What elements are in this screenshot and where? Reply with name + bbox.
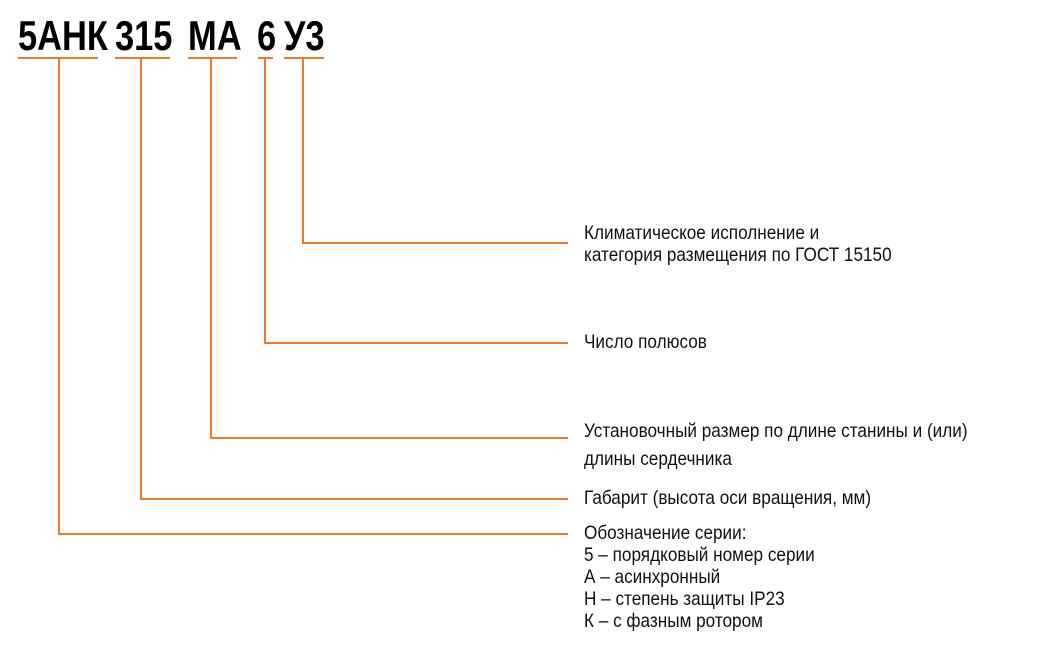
label-line: Габарит (высота оси вращения, мм) bbox=[584, 487, 872, 509]
label-line: Число полюсов bbox=[584, 331, 707, 353]
leader-climate bbox=[302, 58, 568, 244]
leader-series bbox=[58, 58, 568, 535]
label-line: Обозначение серии: bbox=[584, 522, 747, 544]
code-part-frame: 315 bbox=[115, 12, 173, 59]
label-line: длины сердечника bbox=[584, 448, 732, 470]
leader-poles bbox=[264, 58, 568, 344]
label-climate: Климатическое исполнение и категория раз… bbox=[584, 222, 892, 266]
code-part-mounting: МА bbox=[188, 12, 242, 59]
leader-frame bbox=[140, 58, 568, 500]
label-line: Климатическое исполнение и bbox=[584, 222, 820, 244]
code-part-poles: 6 bbox=[257, 12, 277, 59]
label-line: Н – степень защиты IP23 bbox=[584, 588, 785, 610]
leader-mounting bbox=[210, 58, 568, 439]
label-line: Установочный размер по длине станины и (… bbox=[584, 420, 968, 442]
code-part-climate: У3 bbox=[284, 12, 325, 59]
label-series: Обозначение серии: 5 – порядковый номер … bbox=[584, 522, 815, 632]
label-line: К – с фазным ротором bbox=[584, 610, 763, 632]
label-line: А – асинхронный bbox=[584, 566, 721, 588]
label-line: категория размещения по ГОСТ 15150 bbox=[584, 244, 892, 266]
label-frame: Габарит (высота оси вращения, мм) bbox=[584, 487, 871, 509]
label-mounting: Установочный размер по длине станины и (… bbox=[584, 417, 968, 473]
label-line: 5 – порядковый номер серии bbox=[584, 544, 815, 566]
label-poles: Число полюсов bbox=[584, 331, 707, 353]
code-part-series: 5АНК bbox=[18, 12, 108, 59]
